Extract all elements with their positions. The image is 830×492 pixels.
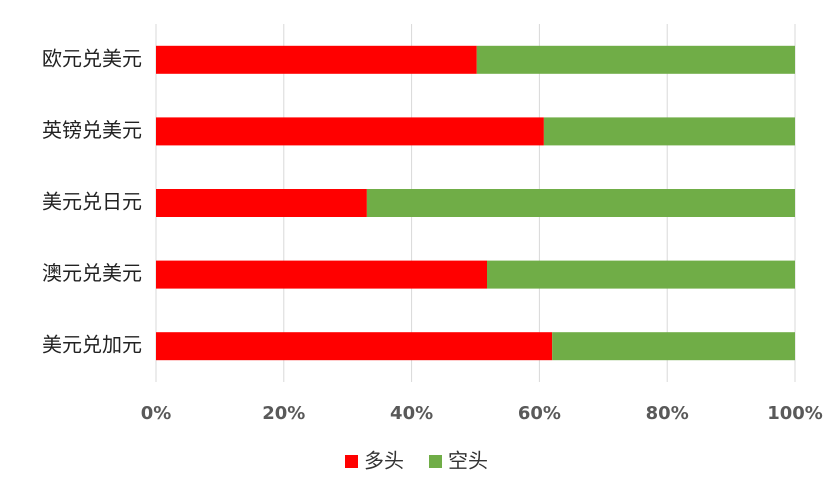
x-tick-label: 20% xyxy=(262,403,305,424)
y-tick-label: 欧元兑美元 xyxy=(42,46,142,70)
legend-swatch xyxy=(345,455,358,468)
bar-segment xyxy=(487,260,795,289)
bar-segment xyxy=(366,189,795,217)
x-tick-label: 60% xyxy=(518,403,561,424)
x-tick-label: 80% xyxy=(646,403,689,424)
y-tick-label: 美元兑加元 xyxy=(42,333,142,357)
bar-segment xyxy=(156,332,553,361)
bar-segment xyxy=(476,45,795,74)
bar-segment xyxy=(156,260,488,289)
x-tick-label: 100% xyxy=(767,403,823,424)
y-tick-label: 澳元兑美元 xyxy=(42,261,142,285)
legend-label: 空头 xyxy=(448,449,488,473)
bar-segment xyxy=(156,189,367,217)
bar-segment xyxy=(156,45,477,74)
legend-swatch xyxy=(429,455,442,468)
x-tick-label: 40% xyxy=(390,403,433,424)
y-tick-label: 英镑兑美元 xyxy=(42,118,142,142)
bar-segment xyxy=(552,332,795,361)
bar-segment xyxy=(156,117,544,146)
legend-label: 多头 xyxy=(364,449,404,473)
bar-segment xyxy=(543,117,795,146)
x-tick-label: 0% xyxy=(141,403,172,424)
y-tick-label: 美元兑日元 xyxy=(42,190,142,214)
